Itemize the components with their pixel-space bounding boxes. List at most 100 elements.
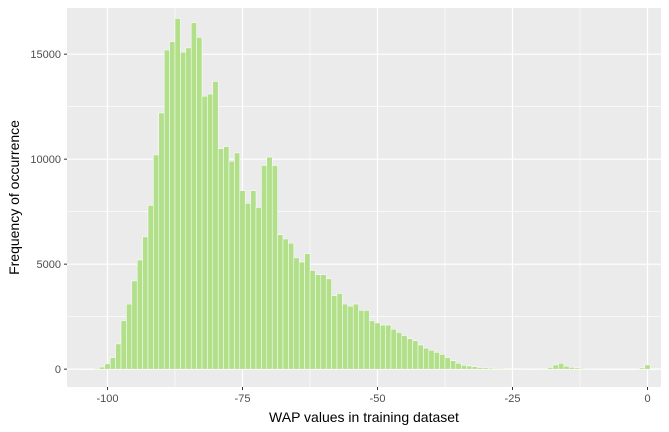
histogram-bar [99,366,106,370]
histogram-bar [390,329,397,370]
histogram-bar [358,310,365,370]
histogram-bar [239,190,246,370]
histogram-bar [126,303,133,370]
histogram-bar [207,93,214,370]
y-axis-title: Frequency of occurrence [6,120,22,275]
histogram-bar [115,343,122,370]
histogram-bar [396,332,403,370]
x-tick-label: -50 [370,393,386,405]
histogram-bar [223,146,230,370]
histogram-bar [293,257,300,370]
histogram-bar [309,270,316,370]
histogram-bar [158,112,165,370]
histogram-bar [455,363,462,370]
histogram-bar [336,293,343,370]
histogram-bar [304,253,311,370]
histogram-bar [136,259,143,370]
histogram-bar [93,368,100,370]
x-tick-label: -100 [96,393,118,405]
histogram-bar [504,368,511,370]
histogram-bar [568,367,575,370]
histogram-bar [444,357,451,370]
histogram-bar [477,367,484,370]
histogram-bar [190,22,197,370]
histogram-bar [234,152,241,370]
y-tick-label: 0 [55,364,61,376]
histogram-bar [244,203,251,370]
histogram-bar [439,354,446,370]
histogram-bar [228,161,235,370]
histogram-bar [369,320,376,370]
histogram-bar [104,363,111,370]
histogram-bar [271,165,278,370]
histogram-bar [401,335,408,370]
histogram-bar [423,347,430,370]
histogram-bar [493,368,500,370]
y-tick-label: 15000 [30,49,61,61]
histogram-bar [487,367,494,370]
histogram-bar [347,305,354,370]
histogram-bar [212,81,219,370]
histogram-bar [342,303,349,370]
histogram-bar [255,207,262,370]
histogram-bar [174,18,181,370]
histogram-bar [180,51,187,370]
histogram-bar [574,367,581,370]
histogram-bar [412,340,419,370]
histogram-bar [498,368,505,370]
axis-ticks: -100 -75 -50 -25 0 0 5000 10000 15000 [30,49,650,405]
x-tick-label: 0 [644,393,650,405]
histogram-bar [217,148,224,370]
histogram-bar [298,261,305,370]
histogram-bar [541,368,548,370]
histogram-bar [471,366,478,370]
histogram-bar [385,324,392,370]
histogram-bar [450,360,457,370]
y-tick-label: 5000 [37,259,61,271]
histogram-bar [282,238,289,370]
histogram-bar [120,320,127,370]
histogram-bar [552,364,559,370]
histogram-bar [315,274,322,370]
histogram-bar [585,368,592,370]
histogram-bar [363,310,370,370]
histogram-bars [82,18,651,370]
histogram-bar [320,274,327,370]
histogram-bar [266,156,273,370]
histogram-bar [460,365,467,370]
histogram-bar [509,368,516,370]
histogram-bar [163,49,170,370]
histogram-bar [331,295,338,370]
y-tick-label: 10000 [30,154,61,166]
histogram-bar [147,205,154,370]
histogram-bar [325,278,332,370]
histogram-bar [196,37,203,370]
histogram-bar [185,47,192,370]
histogram-bar [639,367,646,370]
histogram-bar [482,367,489,370]
histogram-bar [379,324,386,370]
histogram-bar [352,303,359,370]
histogram-bar [131,280,138,370]
histogram-bar [417,344,424,370]
histogram-bar [374,322,381,370]
x-tick-label: -75 [235,393,251,405]
histogram-bar [579,368,586,370]
histogram-bar [466,365,473,370]
histogram-bar [169,41,176,370]
x-axis-title: WAP values in training dataset [269,409,459,425]
histogram-bar [644,364,651,370]
histogram-bar [558,363,565,370]
histogram-bar [201,95,208,370]
histogram-bar [433,352,440,370]
histogram-bar [288,242,295,370]
histogram-bar [547,367,554,370]
histogram-bar [428,350,435,370]
histogram-bar [261,165,268,370]
histogram-bar [250,190,257,370]
histogram-bar [406,338,413,370]
histogram-bar [109,357,116,370]
histogram-bar [277,234,284,370]
x-tick-label: -25 [505,393,521,405]
